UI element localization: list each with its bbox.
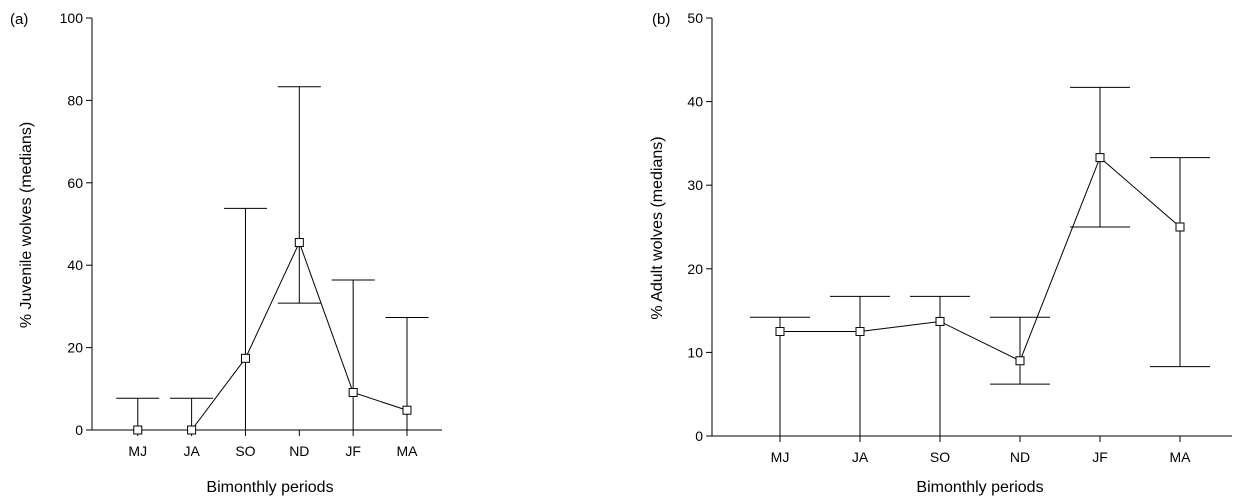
data-point-MA: [402, 405, 412, 415]
data-point-ND: [1015, 356, 1025, 366]
data-point-JF: [348, 388, 358, 398]
x-tick-label: ND: [1010, 449, 1030, 465]
median-line: [780, 156, 1181, 362]
y-tick-label: 0: [75, 422, 83, 438]
y-tick-label: 80: [67, 92, 83, 108]
panel-label: (a): [10, 11, 28, 28]
data-point-ND: [294, 238, 304, 248]
data-point-JA: [855, 327, 865, 336]
panel-label: (b): [652, 11, 670, 28]
x-tick-label: MJ: [128, 443, 147, 459]
y-tick-label: 60: [67, 175, 83, 191]
x-tick-label: SO: [930, 449, 950, 465]
data-point-JF: [1095, 153, 1105, 163]
data-point-MJ: [775, 327, 785, 336]
y-tick-label: 10: [687, 344, 703, 360]
y-tick-label: 50: [687, 10, 703, 26]
y-tick-label: 100: [60, 10, 84, 26]
data-point-JA: [187, 425, 197, 435]
x-tick-label: JF: [1092, 449, 1108, 465]
data-point-MA: [1175, 222, 1185, 232]
chart-panel-b: (b) % Adult wolves (medians) Bimonthly p…: [649, 10, 1232, 496]
x-tick-label: JF: [345, 443, 361, 459]
y-axis-title: % Juvenile wolves (medians): [18, 122, 35, 328]
median-line: [137, 241, 408, 431]
y-tick-label: 20: [67, 340, 83, 356]
x-tick-label: JA: [183, 443, 200, 459]
y-tick-label: 0: [695, 428, 703, 444]
x-axis-title: Bimonthly periods: [206, 479, 333, 496]
y-axis-title: % Adult wolves (medians): [649, 136, 666, 319]
data-point-SO: [240, 353, 250, 363]
y-tick-label: 40: [67, 257, 83, 273]
x-tick-label: ND: [289, 443, 309, 459]
y-tick-label: 30: [687, 177, 703, 193]
data-point-SO: [935, 316, 945, 326]
x-tick-label: MJ: [771, 449, 790, 465]
x-tick-label: MA: [397, 443, 419, 459]
x-axis-title: Bimonthly periods: [916, 479, 1043, 496]
data-point-MJ: [133, 425, 143, 435]
y-tick-label: 20: [687, 261, 703, 277]
chart-panel-a: (a) % Juvenile wolves (medians) Bimonthl…: [10, 10, 442, 496]
x-tick-label: SO: [235, 443, 255, 459]
y-tick-label: 40: [687, 94, 703, 110]
x-tick-label: JA: [852, 449, 869, 465]
x-tick-label: MA: [1170, 449, 1192, 465]
